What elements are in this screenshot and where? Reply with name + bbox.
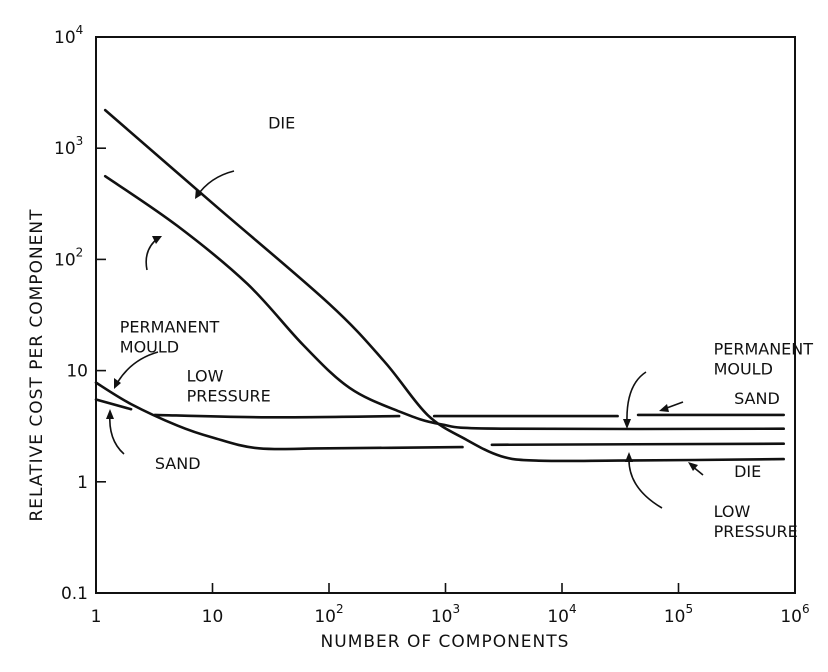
y-tick-label: 102 [54, 245, 83, 270]
permanent-mould-right-annotation-arrow [626, 371, 647, 423]
series-layer [94, 108, 785, 463]
y-axis-title: RELATIVE COST PER COMPONENT [27, 208, 47, 521]
low-pressure-annotation-arrow [115, 351, 159, 386]
y-tick-label: 0.1 [61, 584, 88, 604]
x-axis-title: NUMBER OF COMPONENTS [321, 632, 570, 652]
x-tick-label: 103 [431, 602, 460, 627]
sand-arrowhead [106, 409, 114, 419]
annotation-label: LOW PRESSURE [187, 366, 271, 405]
x-tick-label: 105 [664, 602, 693, 627]
annotation-label: SAND [734, 389, 780, 408]
annotation-label: PERMANENT MOULD [714, 339, 814, 378]
y-axis-ticks: 0.1 1 10 102 103 104 [54, 23, 106, 604]
annotation-label: DIE [734, 462, 761, 481]
plot-frame [95, 36, 796, 594]
x-axis-ticks: 1 10 102 103 104 105 106 [91, 583, 810, 627]
y-tick-label: 103 [54, 134, 83, 159]
annotation-label: DIE [268, 114, 295, 133]
annotation-label: PERMANENT MOULD [120, 318, 220, 357]
annotation-labels: DIE PERMANENT MOULD LOW PRESSURE SAND PERMANEN… [120, 114, 813, 542]
series-line-die [103, 108, 785, 463]
series-line-low-pressure [490, 442, 785, 447]
annotation-label: SAND [155, 454, 201, 473]
y-tick-label: 104 [54, 23, 83, 48]
low-pressure-right-annotation-arrow [628, 457, 663, 509]
die-annotation-arrow [196, 170, 235, 197]
y-tick-label: 1 [77, 473, 88, 493]
die-right-arrowhead [688, 462, 698, 471]
annotation-arrows [106, 170, 704, 509]
x-tick-label: 106 [780, 602, 809, 627]
x-tick-label: 10 [202, 607, 224, 627]
series-line-low-pressure [94, 381, 464, 451]
annotation-label: LOW PRESSURE [714, 502, 798, 541]
sand-right-arrowhead [659, 404, 669, 412]
x-tick-label: 102 [314, 602, 343, 627]
low-pressure-right-arrowhead [625, 452, 633, 462]
die-arrowhead [195, 188, 203, 199]
x-tick-label: 1 [91, 607, 102, 627]
low-pressure-arrowhead [114, 378, 121, 389]
permanent-mould-arrowhead [152, 236, 162, 244]
x-tick-label: 104 [547, 602, 576, 627]
series-line-permanent-mould [103, 174, 785, 431]
sand-annotation-arrow [108, 412, 125, 455]
series-line-sand [153, 413, 401, 419]
y-tick-label: 10 [66, 362, 88, 382]
series-line-sand [94, 398, 133, 411]
permanent-mould-right-arrowhead [623, 419, 631, 429]
